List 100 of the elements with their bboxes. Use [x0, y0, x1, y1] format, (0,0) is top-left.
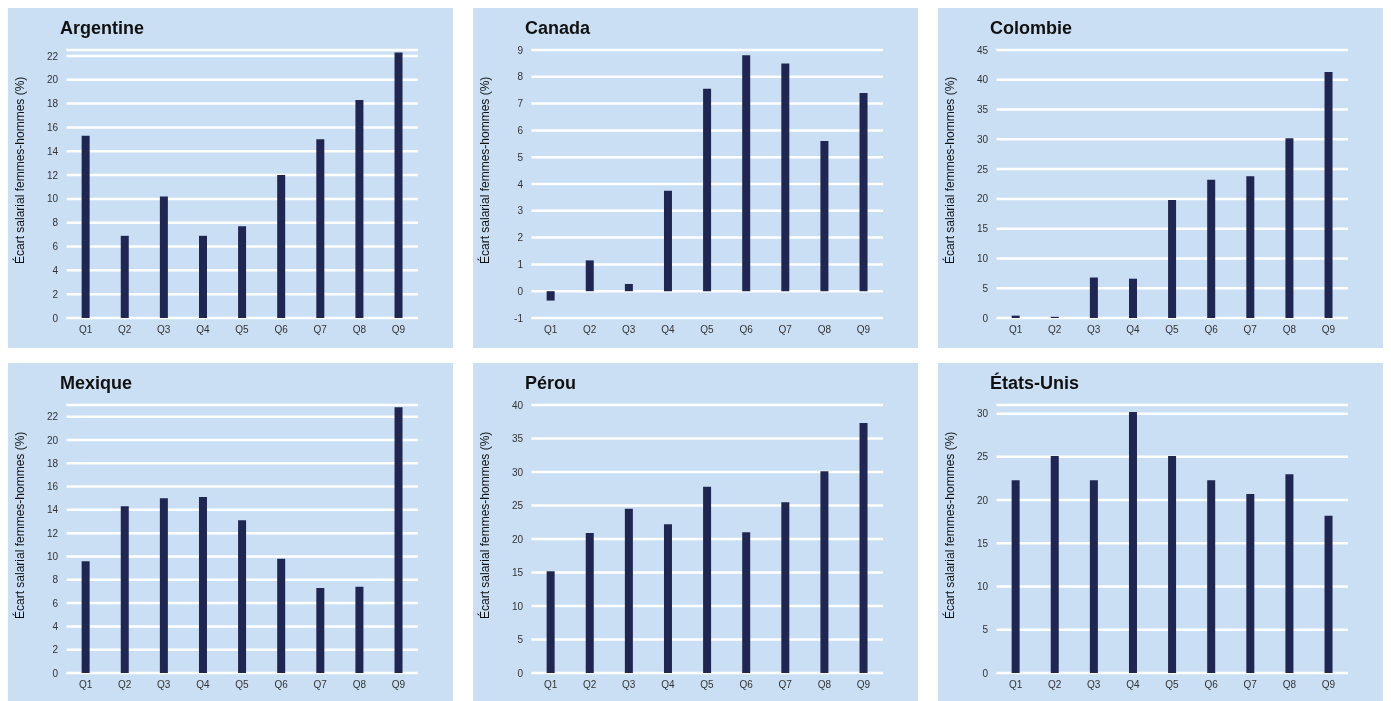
x-tick-label: Q6 — [739, 324, 754, 336]
bar — [1128, 411, 1137, 673]
chart-title: Mexique — [60, 373, 134, 395]
y-tick-label: 2 — [517, 232, 524, 244]
bar — [159, 196, 168, 318]
x-tick-label: Q1 — [78, 324, 93, 336]
bar — [624, 283, 633, 292]
y-tick-label: 0 — [517, 285, 524, 297]
bar — [663, 190, 672, 292]
x-tick-label: Q8 — [817, 324, 832, 336]
x-tick-label: Q7 — [1243, 324, 1258, 336]
x-tick-label: Q7 — [1243, 679, 1258, 691]
x-tick-label: Q1 — [543, 679, 558, 691]
x-tick-label: Q4 — [196, 324, 210, 336]
y-tick-label: 7 — [517, 98, 524, 110]
y-tick-label: 6 — [52, 241, 59, 253]
bar — [159, 498, 168, 673]
x-tick-label: Q4 — [1126, 324, 1140, 336]
y-tick-label: 20 — [976, 193, 989, 205]
y-tick-label: 6 — [52, 597, 59, 609]
x-tick-label: Q8 — [352, 679, 367, 691]
bar — [120, 235, 129, 318]
y-tick-label: 10 — [46, 551, 59, 563]
x-tick-label: Q9 — [856, 324, 871, 336]
x-tick-label: Q7 — [313, 324, 328, 336]
y-axis-title: Écart salarial femmes-hommes (%) — [477, 76, 493, 264]
y-tick-label: 5 — [517, 634, 524, 646]
x-tick-label: Q4 — [661, 324, 675, 336]
y-tick-label: -1 — [514, 312, 524, 324]
x-tick-label: Q9 — [1321, 679, 1336, 691]
y-tick-label: 30 — [976, 408, 989, 420]
bar — [81, 135, 90, 318]
y-tick-label: 0 — [52, 667, 59, 679]
y-tick-label: 20 — [46, 434, 59, 446]
y-tick-label: 35 — [511, 433, 524, 445]
bar — [1324, 72, 1333, 318]
x-tick-label: Q3 — [157, 679, 171, 691]
x-tick-label: Q9 — [391, 324, 406, 336]
bar — [663, 524, 672, 673]
y-tick-label: 4 — [52, 264, 59, 276]
x-tick-label: Q2 — [1047, 679, 1062, 691]
bar — [1050, 456, 1059, 673]
y-tick-label: 10 — [46, 193, 59, 205]
bar — [781, 63, 790, 292]
x-tick-label: Q2 — [1047, 324, 1062, 336]
x-tick-label: Q9 — [391, 679, 406, 691]
bar — [1168, 456, 1177, 673]
bar — [585, 532, 594, 673]
bar — [1168, 200, 1177, 318]
y-tick-label: 12 — [46, 527, 59, 539]
y-tick-label: 2 — [52, 288, 59, 300]
bar — [742, 55, 751, 292]
chart-title: Argentine — [60, 18, 145, 40]
bar — [1285, 138, 1294, 318]
y-tick-label: 1 — [517, 258, 524, 270]
y-tick-label: 40 — [511, 399, 524, 411]
bar — [1324, 515, 1333, 673]
bar — [546, 291, 555, 301]
x-tick-label: Q3 — [157, 324, 171, 336]
y-axis-title: Écart salarial femmes-hommes (%) — [12, 76, 28, 264]
y-axis-title: Écart salarial femmes-hommes (%) — [477, 431, 493, 619]
x-tick-label: Q5 — [700, 324, 715, 336]
x-tick-label: Q4 — [661, 679, 675, 691]
y-tick-label: 35 — [976, 104, 989, 116]
x-tick-label: Q2 — [117, 679, 132, 691]
y-tick-label: 16 — [46, 481, 59, 493]
bar — [703, 486, 712, 673]
bar — [781, 502, 790, 673]
bar — [820, 141, 829, 292]
y-tick-label: 25 — [976, 163, 989, 175]
bar — [355, 100, 364, 318]
bar — [277, 558, 286, 673]
bar — [316, 139, 325, 318]
y-tick-label: 18 — [46, 98, 59, 110]
y-tick-label: 22 — [46, 50, 59, 62]
x-tick-label: Q7 — [778, 324, 793, 336]
y-tick-label: 10 — [976, 581, 989, 593]
x-tick-label: Q9 — [856, 679, 871, 691]
bar — [1207, 179, 1216, 318]
y-tick-label: 0 — [982, 667, 989, 679]
x-tick-label: Q5 — [1165, 324, 1180, 336]
x-tick-label: Q4 — [1126, 679, 1140, 691]
bar — [546, 571, 555, 673]
x-tick-label: Q5 — [1165, 679, 1180, 691]
y-tick-label: 5 — [517, 151, 524, 163]
bar — [198, 497, 207, 673]
x-tick-label: Q1 — [78, 679, 93, 691]
x-tick-label: Q8 — [352, 324, 367, 336]
y-axis-title: Écart salarial femmes-hommes (%) — [942, 76, 958, 264]
y-tick-label: 15 — [976, 537, 989, 549]
bar — [742, 532, 751, 673]
x-tick-label: Q4 — [196, 679, 210, 691]
y-tick-label: 15 — [511, 567, 524, 579]
x-tick-label: Q7 — [778, 679, 793, 691]
x-tick-label: Q1 — [1008, 324, 1023, 336]
x-tick-label: Q2 — [582, 324, 597, 336]
x-tick-label: Q6 — [274, 324, 289, 336]
bar — [585, 260, 594, 292]
bar — [1246, 494, 1255, 673]
bar — [1089, 277, 1098, 318]
